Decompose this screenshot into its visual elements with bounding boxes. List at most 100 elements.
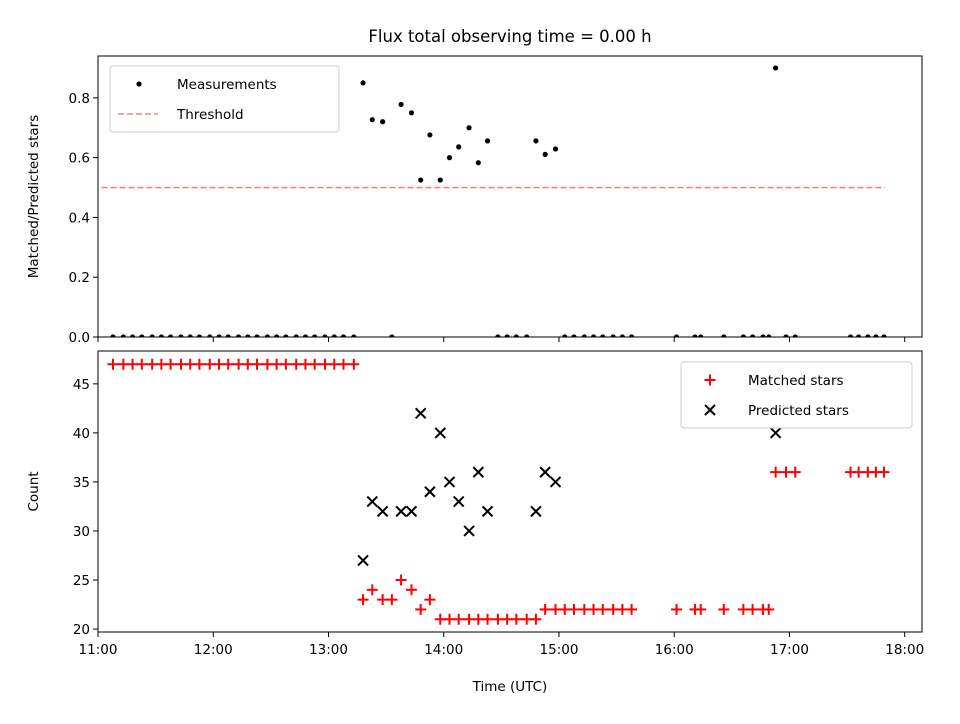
measurement-point: [542, 151, 548, 157]
measurement-point: [562, 334, 568, 337]
measurement-point: [158, 334, 164, 337]
matched-star-marker: [136, 358, 148, 370]
predicted-star-marker: [434, 427, 446, 439]
measurement-point: [847, 334, 854, 337]
measurement-point: [524, 334, 530, 337]
measurement-point: [673, 334, 680, 337]
measurement-point: [590, 334, 597, 337]
predicted-star-marker: [463, 525, 475, 537]
measurement-point: [552, 146, 559, 152]
measurement-point: [749, 334, 756, 337]
measurement-point: [446, 155, 453, 161]
measurement-point: [196, 334, 203, 337]
measurement-point: [865, 334, 871, 337]
matched-star-marker: [337, 358, 349, 370]
x-tick-label: 13:00: [309, 642, 348, 658]
matched-star-marker: [366, 584, 378, 596]
matched-star-marker: [424, 594, 436, 606]
x-tick-label: 16:00: [655, 642, 694, 658]
predicted-star-stroke: [366, 495, 378, 508]
matched-star-marker: [588, 603, 600, 615]
matched-star-marker: [763, 603, 775, 615]
predicted-star-marker: [414, 407, 427, 419]
predicted-star-marker: [530, 505, 542, 518]
matched-star-marker: [271, 358, 283, 370]
matched-star-marker: [770, 466, 782, 478]
matched-star-marker: [377, 594, 389, 606]
predicted-star-stroke: [414, 407, 427, 419]
measurement-point: [418, 177, 424, 183]
predicted-star-marker: [769, 427, 782, 439]
matched-star-marker: [348, 358, 360, 370]
predicted-star-marker: [405, 505, 418, 518]
predicted-star-stroke: [463, 525, 475, 537]
measurement-point: [475, 160, 481, 166]
matched-star-marker: [434, 613, 446, 625]
measurement-point: [120, 334, 126, 337]
measurement-point: [456, 144, 462, 150]
matched-star-marker: [510, 613, 522, 625]
matched-star-marker: [213, 358, 225, 370]
x-tick-label: 17:00: [770, 642, 809, 658]
matched-star-marker: [193, 358, 205, 370]
measurement-point: [312, 334, 318, 337]
measurement-point: [721, 334, 727, 337]
matched-star-marker: [878, 466, 890, 478]
measurement-point: [178, 334, 184, 337]
measurement-point: [698, 334, 704, 337]
measurement-point: [302, 334, 309, 337]
matched-star-marker: [233, 358, 245, 370]
measurement-point: [533, 138, 539, 144]
measurement-point: [110, 334, 116, 337]
predicted-star-stroke: [472, 466, 485, 478]
x-tick-label: 15:00: [540, 642, 579, 658]
matched-star-marker: [695, 603, 707, 615]
matched-star-marker: [453, 613, 465, 625]
measurement-point: [740, 334, 746, 337]
matched-star-marker: [386, 594, 398, 606]
matched-star-marker: [290, 358, 302, 370]
matched-star-marker: [671, 603, 683, 615]
y-axis-label: Matched/Predicted stars: [26, 115, 42, 278]
matched-star-marker: [607, 603, 619, 615]
legend: Measurements Threshold: [109, 65, 340, 133]
predicted-star-stroke: [424, 486, 436, 498]
predicted-star-marker: [376, 505, 389, 518]
legend-label: Predicted stars: [748, 403, 849, 419]
measurement-point: [340, 334, 347, 337]
matched-star-marker: [443, 613, 455, 625]
measurement-point: [495, 334, 501, 337]
predicted-star-marker: [472, 466, 485, 478]
matched-star-marker: [550, 603, 562, 615]
measurement-point: [331, 334, 337, 337]
measurement-point: [600, 334, 606, 337]
matched-star-marker: [737, 603, 749, 615]
predicted-star-stroke: [395, 505, 407, 518]
matched-star-marker: [492, 613, 504, 625]
measurement-point: [149, 334, 155, 337]
measurement-point: [274, 334, 280, 337]
matched-star-marker: [718, 603, 730, 615]
measurement-point: [225, 334, 231, 337]
measurement-point: [760, 334, 766, 337]
matched-star-marker: [578, 603, 590, 615]
matched-star-marker: [204, 358, 216, 370]
predicted-star-marker: [549, 476, 562, 488]
matched-star-marker: [328, 358, 340, 370]
figure-title: Flux total observing time = 0.00 h: [368, 27, 651, 46]
measurement-point: [513, 334, 519, 337]
measurement-point: [235, 334, 242, 337]
measurement-point: [187, 334, 193, 337]
matched-star-marker: [501, 613, 513, 625]
matched-star-marker: [853, 466, 865, 478]
matched-star-marker: [319, 358, 331, 370]
count-panel: 11:00 12:00 13:00 14:00 15:00 16:00 17:00 18:00…: [26, 350, 924, 658]
matched-star-marker: [626, 603, 638, 615]
y-tick-label: 0.4: [69, 210, 90, 226]
x-tick-label: 11:00: [79, 642, 118, 658]
x-axis-label: Time (UTC): [472, 679, 548, 695]
measurement-point: [129, 334, 136, 337]
matched-star-marker: [405, 584, 417, 596]
